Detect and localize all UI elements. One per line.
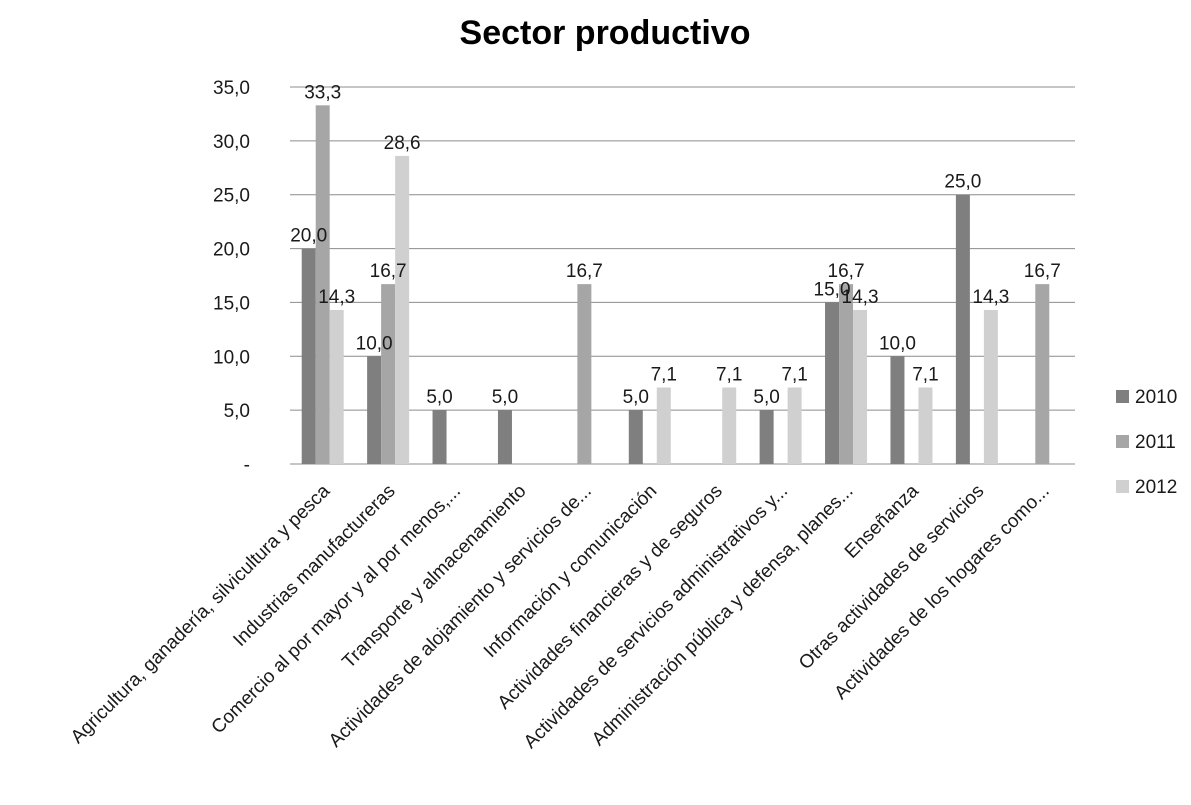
data-labels: 20,0 10,0 5,0 5,0 5,0 5,0 15,0 10,0 25,0 33,3 16,7… (290, 82, 1061, 408)
data-label: 5,0 (753, 387, 779, 408)
y-tick-label: 25,0 (213, 186, 250, 207)
bar-2012 (329, 309, 344, 464)
legend-label: 2010 (1135, 387, 1177, 408)
bar-2010 (367, 356, 382, 464)
bar-2010 (955, 194, 970, 464)
bar-2011 (839, 284, 854, 464)
y-tick-label: - (244, 455, 250, 476)
bar-2011 (315, 105, 330, 464)
bar-2012 (983, 309, 998, 464)
data-label: 33,3 (304, 82, 341, 103)
data-label: 7,1 (912, 365, 938, 386)
bar-2012 (918, 387, 933, 464)
bar-2012 (722, 387, 737, 464)
data-label: 14,3 (842, 287, 879, 308)
data-label: 5,0 (492, 387, 518, 408)
bar-2011 (1035, 284, 1050, 464)
y-tick-label: 35,0 (213, 78, 250, 99)
y-tick-label: 30,0 (213, 132, 250, 153)
bar-2010 (432, 410, 447, 464)
bar-2010 (301, 248, 316, 464)
bar-2010 (825, 302, 840, 464)
data-label: 7,1 (781, 365, 807, 386)
data-label: 14,3 (318, 287, 355, 308)
bars (301, 105, 1050, 465)
category-label: Agricultura, ganadería, silvicultura y p… (67, 480, 335, 748)
legend-swatch-2010 (1116, 390, 1129, 403)
legend-swatch-2012 (1116, 480, 1129, 493)
bar-2012 (787, 387, 802, 464)
y-tick-label: 15,0 (213, 293, 250, 314)
data-label: 25,0 (944, 172, 981, 193)
data-label: 7,1 (651, 365, 677, 386)
category-label: Comercio al por mayor y al por menos,... (208, 481, 466, 739)
data-label: 16,7 (370, 261, 407, 282)
data-label: 15,0 (814, 279, 851, 300)
bar-2012 (656, 387, 671, 464)
category-labels: Agricultura, ganadería, silvicultura y p… (67, 480, 1054, 753)
data-label: 7,1 (716, 365, 742, 386)
data-label: 28,6 (384, 133, 421, 154)
y-tick-label: 10,0 (213, 347, 250, 368)
data-label: 16,7 (828, 261, 865, 282)
bar-2010 (890, 356, 905, 464)
chart-title: Sector productivo (460, 14, 751, 52)
bar-2010 (628, 410, 643, 464)
data-label: 16,7 (566, 261, 603, 282)
bar-2010 (759, 410, 774, 464)
legend: 2010 2011 2012 (1116, 387, 1177, 498)
bar-2010 (497, 410, 512, 464)
data-label: 5,0 (623, 387, 649, 408)
bar-2012 (395, 155, 410, 465)
y-axis-ticks: - 5,0 10,0 15,0 20,0 25,0 30,0 35,0 (213, 78, 250, 476)
data-label: 16,7 (1024, 261, 1061, 282)
gridlines (290, 86, 1075, 465)
y-tick-label: 20,0 (213, 240, 250, 261)
data-label: 10,0 (356, 333, 393, 354)
bar-2011 (381, 284, 396, 464)
legend-label: 2011 (1135, 432, 1176, 453)
data-label: 14,3 (972, 287, 1009, 308)
legend-label: 2012 (1135, 477, 1177, 498)
data-label: 5,0 (426, 387, 452, 408)
legend-swatch-2011 (1116, 435, 1129, 448)
data-label: 10,0 (879, 333, 916, 354)
data-label: 20,0 (290, 226, 327, 247)
y-tick-label: 5,0 (224, 401, 250, 422)
bar-2011 (577, 284, 592, 464)
bar-2012 (853, 309, 868, 464)
